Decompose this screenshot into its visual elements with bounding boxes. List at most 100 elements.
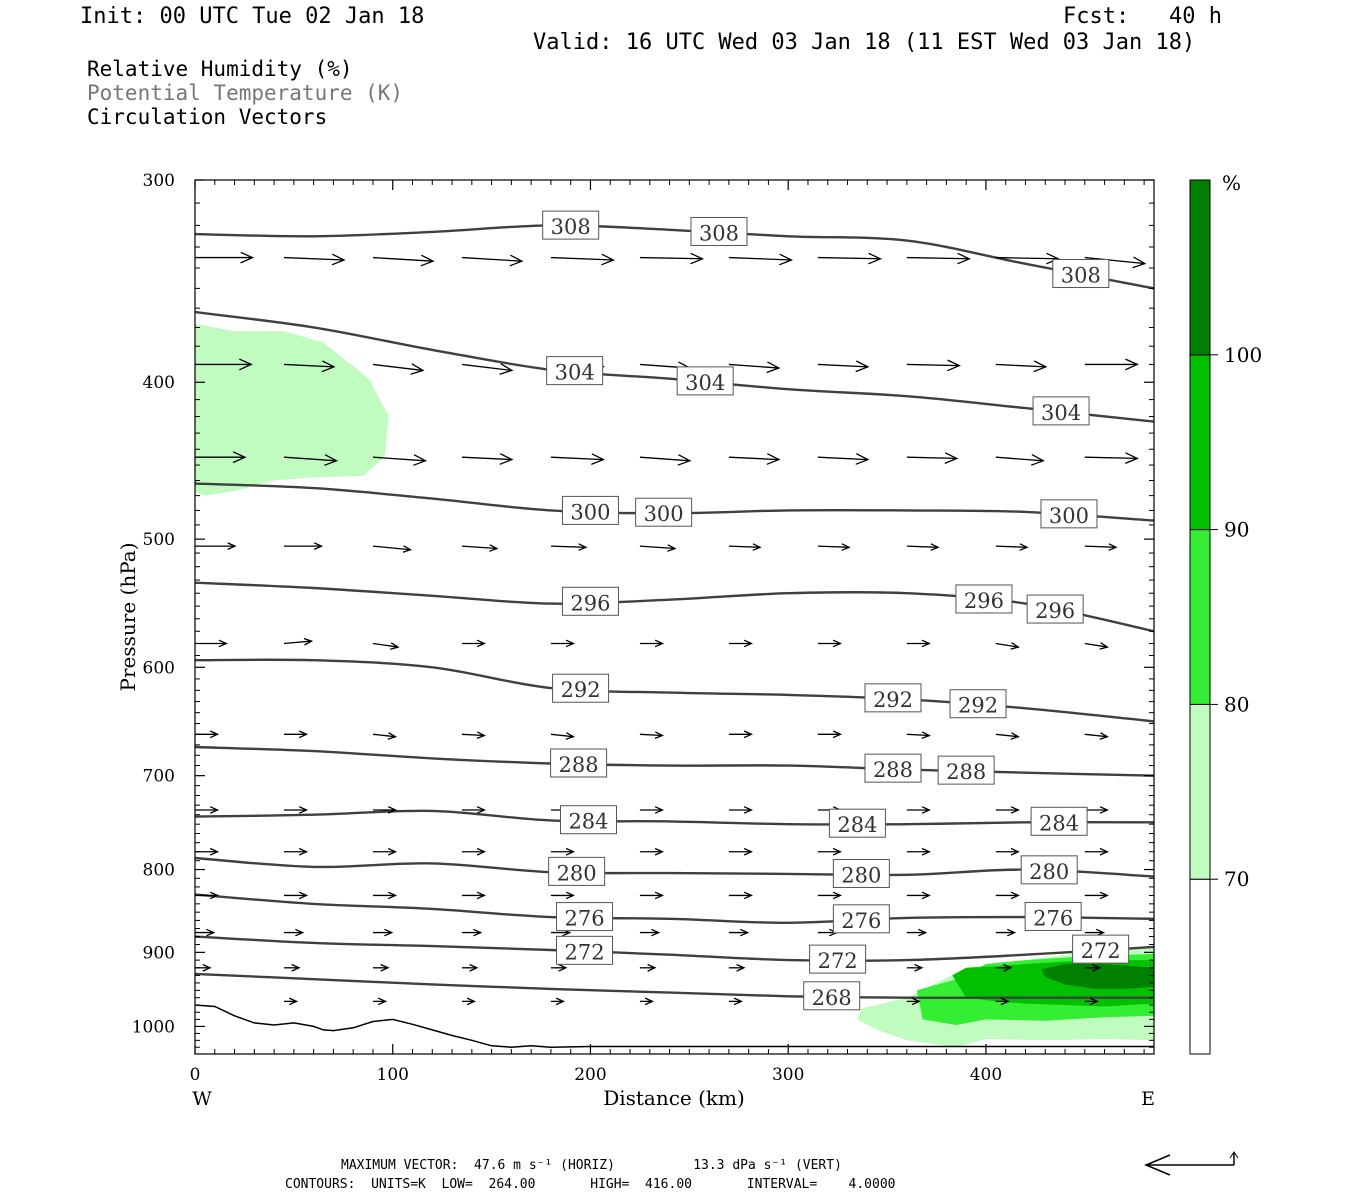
vector-arrow-6-0 [195,806,220,814]
vector-arrow-11-1 [372,997,388,1006]
vector-arrow-6-3 [461,806,486,814]
contour-label-box-276-2 [1024,901,1082,931]
vector-arrow-5-10 [1084,732,1109,740]
contour-label-276-2: 276 [1033,906,1073,930]
vector-arrow-11-0 [283,997,299,1006]
contour-label-300-1: 300 [644,502,684,526]
vector-arrow-0-6 [728,253,793,266]
colorbar-segment-1 [1189,703,1211,880]
legend-circulation-vectors: Circulation Vectors [87,105,328,129]
vector-arrow-6-5 [639,806,664,814]
vector-arrow-6-10 [1084,806,1109,814]
contour-label-292-0: 292 [561,678,601,702]
theta-contour-276 [195,893,1154,925]
vector-arrow-3-2 [372,545,413,553]
contour-label-268-0: 268 [812,986,852,1010]
theta-contour-280 [195,856,1154,878]
contour-label-box-276-1 [832,904,890,934]
x-tick-label-400: 400 [970,1065,1002,1085]
vector-arrow-2-5 [639,454,692,466]
vector-arrow-7-4 [550,847,575,856]
vector-arrow-0-0 [195,251,255,264]
vector-arrow-6-8 [906,806,931,814]
contour-label-272-1: 272 [818,949,858,973]
vector-arrow-1-1 [283,360,336,373]
colorbar-segment-3 [1189,354,1211,531]
vector-arrow-2-4 [550,453,605,466]
vector-arrow-0-3 [461,254,524,267]
vector-arrow-4-10 [1084,642,1109,650]
vector-arrow-0-10 [1084,256,1147,269]
vector-arrow-0-2 [372,254,435,267]
vector-arrow-8-1 [283,891,309,900]
vector-arrow-4-0 [195,639,228,648]
contour-label-284-2: 284 [1039,811,1079,835]
rh-shading [195,323,1154,1048]
vector-arrow-7-2 [372,847,398,856]
y-tick-label-400: 400 [143,373,175,393]
contour-label-304-0: 304 [555,361,595,385]
contour-label-272-0: 272 [564,940,604,964]
vector-arrow-5-8 [906,731,931,740]
contour-label-280-0: 280 [557,861,597,885]
vector-arrow-6-6 [728,806,753,814]
x-tick-label-100: 100 [377,1065,409,1085]
contour-label-box-292-1 [864,683,922,713]
contour-label-box-280-0 [548,856,606,886]
contour-label-box-292-0 [552,673,610,703]
vector-arrow-1-9 [995,360,1048,373]
colorbar-label-100: 100 [1224,343,1262,367]
vector-arrow-9-0 [195,928,216,937]
vector-arrow-8-9 [995,891,1020,900]
colorbar-label-90: 90 [1224,518,1249,542]
contour-label-288-0: 288 [559,753,599,777]
vector-arrow-5-7 [817,730,842,739]
contour-label-box-308-0 [542,210,600,240]
vector-arrow-4-6 [728,639,753,648]
theta-contour-272 [195,935,1154,962]
vector-arrow-2-9 [995,454,1045,466]
vector-arrow-11-9 [1084,997,1099,1006]
contour-label-box-292-2 [949,689,1007,719]
contour-label-box-280-2 [1020,855,1078,885]
vector-arrow-1-0 [195,358,253,371]
contour-label-box-304-1 [676,366,734,396]
plot-frame [194,179,1155,1055]
reference-vector-icon [1144,1151,1239,1176]
axes: 300 400 500 600 700 800 900 1000 0 100 200 300 400 [132,171,1154,1085]
contour-label-292-1: 292 [873,688,913,712]
vector-arrow-9-3 [461,928,483,937]
contour-label-box-288-2 [937,755,995,785]
contour-label-276-1: 276 [841,909,881,933]
vector-arrow-3-7 [817,543,851,551]
vector-arrow-11-3 [550,997,565,1006]
contour-label-276-0: 276 [564,907,604,931]
y-tick-label-300: 300 [143,171,175,191]
vector-arrow-9-8 [906,928,928,937]
contour-label-308-0: 308 [551,215,591,239]
vector-arrow-1-10 [1084,358,1139,371]
vector-arrow-2-6 [728,453,781,465]
contour-label-280-2: 280 [1029,860,1069,884]
init-time: Init: 00 UTC Tue 02 Jan 18 [80,4,425,29]
vector-arrow-11-7 [906,997,921,1006]
y-tick-label-600: 600 [143,658,175,678]
rh-region-100-4 [1041,964,1154,989]
theta-contour-288 [195,745,1154,777]
contour-label-304-1: 304 [685,371,725,395]
contour-label-box-284-2 [1030,806,1088,836]
vector-arrow-4-7 [817,639,842,648]
vector-arrow-8-2 [372,891,398,900]
vector-arrow-2-8 [906,452,959,464]
colorbar-label-80: 80 [1224,692,1249,716]
vector-arrow-4-4 [550,639,575,648]
contour-label-304-2: 304 [1041,401,1081,425]
vector-arrow-10-1 [283,963,301,972]
vector-arrow-10-4 [550,963,568,972]
rh-region-70-0 [195,323,389,496]
vector-arrow-2-7 [817,453,870,465]
vector-arrow-3-9 [995,543,1029,551]
vector-arrow-2-2 [372,454,428,466]
vector-arrow-9-1 [283,928,305,937]
vector-arrow-2-3 [461,453,514,465]
